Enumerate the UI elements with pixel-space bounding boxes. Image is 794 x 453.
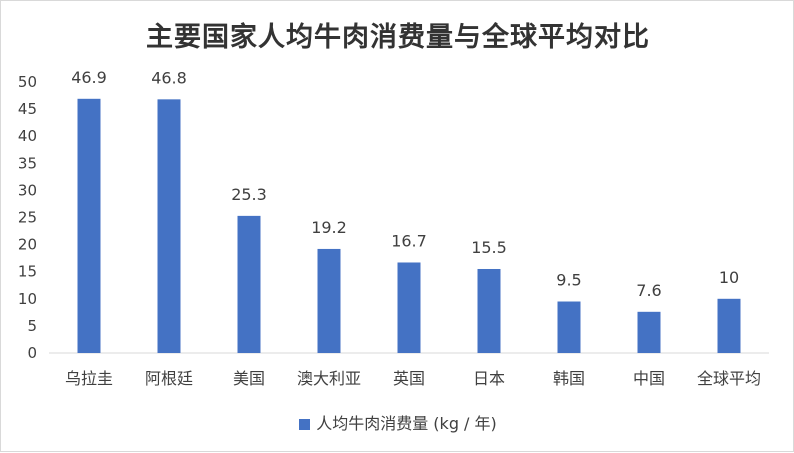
bar [477,268,501,353]
x-tick-label: 全球平均 [697,369,761,388]
bar [317,248,341,353]
y-tick-label: 25 [18,209,37,227]
data-label: 15.5 [471,238,507,257]
x-tick-label: 韩国 [553,369,585,388]
data-label: 19.2 [311,218,347,237]
x-tick-label: 阿根廷 [145,369,193,388]
y-tick-label: 35 [18,154,37,172]
legend-label: 人均牛肉消费量 (kg / 年) [316,414,497,433]
y-tick-label: 0 [27,344,37,362]
chart-title: 主要国家人均牛肉消费量与全球平均对比 [146,22,650,53]
y-tick-label: 30 [18,181,37,199]
bar [157,99,181,354]
bar [77,98,101,353]
data-labels: 46.9 46.8 25.3 19.2 16.7 15.5 9.5 7.6 10 [71,68,739,300]
data-label: 25.3 [231,185,267,204]
x-axis: 乌拉圭 阿根廷 美国 澳大利亚 英国 日本 韩国 中国 全球平均 [65,369,761,388]
bars [77,98,741,354]
x-tick-label: 美国 [233,369,265,388]
data-label: 46.9 [71,68,107,87]
bar [397,262,421,353]
data-label: 46.8 [151,68,187,87]
data-label: 16.7 [391,231,427,250]
data-label: 7.6 [636,281,661,300]
y-tick-label: 5 [27,317,37,335]
y-tick-label: 20 [18,236,37,254]
y-tick-label: 15 [18,263,37,281]
legend-swatch [299,419,311,430]
x-tick-label: 乌拉圭 [65,369,113,388]
data-label: 9.5 [556,271,581,290]
y-tick-label: 45 [18,100,37,118]
bar [237,215,261,353]
legend: 人均牛肉消费量 (kg / 年) [1,410,794,434]
x-tick-label: 中国 [633,369,665,388]
y-tick-label: 40 [18,127,37,145]
x-tick-label: 英国 [393,369,425,388]
y-axis: 0 5 10 15 20 25 30 35 40 45 50 [18,73,37,362]
data-label: 10 [719,268,739,287]
x-tick-label: 日本 [473,369,505,388]
x-tick-label: 澳大利亚 [297,369,361,388]
bar [717,298,741,353]
bar [637,311,661,353]
y-tick-label: 10 [18,290,37,308]
y-tick-label: 50 [18,73,37,91]
bar [557,301,581,353]
